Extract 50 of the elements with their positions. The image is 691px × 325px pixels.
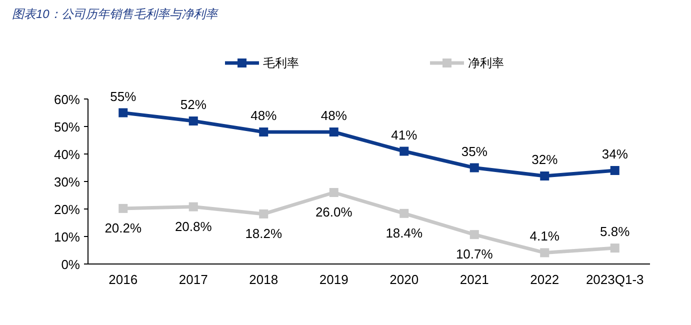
y-tick-label: 20%	[54, 202, 80, 217]
data-label: 5.8%	[600, 224, 630, 240]
data-label: 32%	[532, 152, 558, 167]
data-label: 4.1%	[530, 228, 560, 244]
data-label: 48%	[320, 108, 348, 123]
y-tick-label: 10%	[54, 230, 80, 244]
y-tick-label: 40%	[54, 147, 80, 162]
point	[610, 244, 620, 253]
point	[118, 108, 128, 118]
point	[259, 209, 268, 218]
x-tick-label: 2023Q1-3	[586, 272, 644, 287]
data-label: 20.2%	[104, 220, 142, 236]
data-label: 20.8%	[174, 218, 212, 234]
data-label: 18.4%	[386, 225, 423, 240]
point	[188, 202, 198, 212]
point	[470, 230, 479, 240]
data-label: 34%	[602, 146, 628, 162]
point	[329, 188, 338, 197]
point	[540, 248, 550, 258]
point	[470, 163, 479, 172]
point	[540, 172, 550, 180]
y-tick-label: 50%	[54, 120, 80, 134]
x-tick-label: 2021	[460, 272, 489, 287]
point	[400, 208, 409, 218]
y-tick-label: 30%	[54, 174, 80, 190]
point	[610, 166, 620, 175]
point	[329, 128, 338, 136]
data-label: 41%	[391, 127, 418, 142]
data-label: 55%	[110, 88, 137, 104]
x-tick-label: 2020	[390, 272, 419, 287]
chart-title: 图表10：公司历年销售毛利率与净利率	[12, 7, 220, 21]
point	[118, 204, 128, 213]
data-label: 18.2%	[245, 226, 282, 241]
data-label: 52%	[180, 97, 207, 112]
point	[259, 128, 268, 136]
x-tick-label: 2019	[319, 272, 348, 287]
x-tick-label: 2017	[178, 272, 208, 287]
x-tick-label: 2022	[530, 272, 560, 287]
data-label: 10.7%	[456, 246, 494, 262]
data-label: 48%	[250, 108, 278, 123]
legend-label: 毛利率	[263, 56, 299, 70]
legend-label: 净利率	[468, 56, 504, 70]
point	[400, 146, 409, 156]
data-label: 35%	[461, 144, 488, 159]
x-tick-label: 2018	[249, 272, 278, 287]
y-tick-label: 0%	[61, 257, 80, 272]
data-label: 26.0%	[315, 204, 353, 220]
x-tick-label: 2016	[108, 272, 138, 287]
point	[188, 116, 198, 126]
y-tick-label: 60%	[54, 92, 80, 107]
